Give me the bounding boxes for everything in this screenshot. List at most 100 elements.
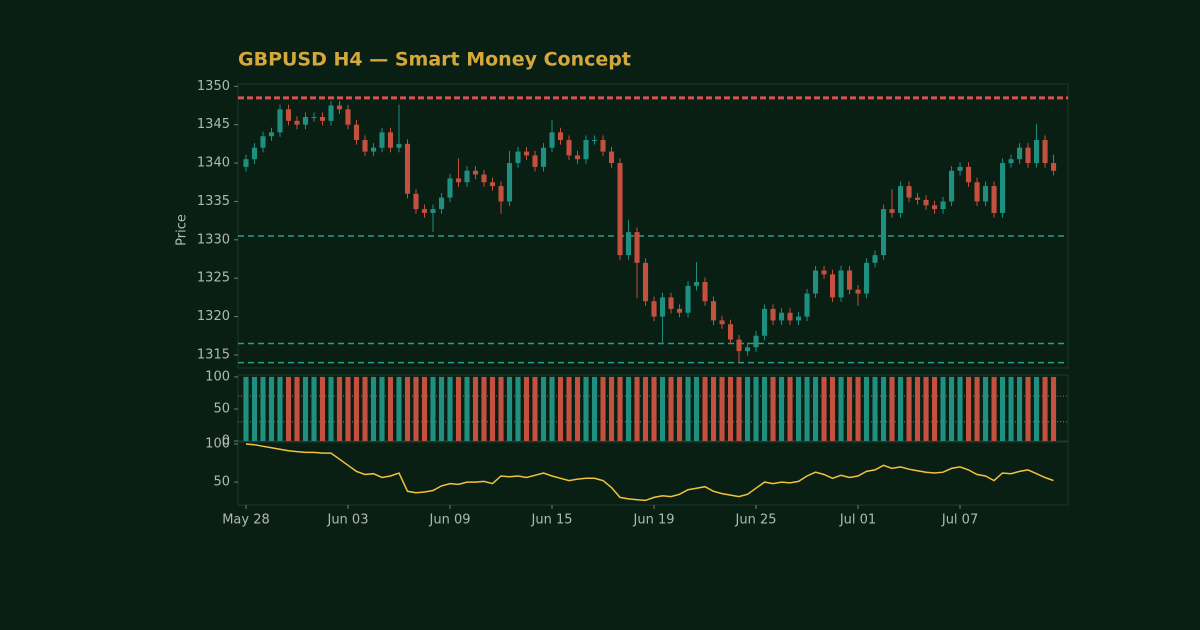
candle-body bbox=[897, 186, 904, 213]
y-tick-label: 1335 bbox=[197, 194, 230, 209]
bar bbox=[336, 376, 343, 441]
candle-body bbox=[965, 166, 972, 183]
bar bbox=[897, 376, 904, 441]
candle-body bbox=[396, 143, 402, 148]
candle-body bbox=[294, 120, 300, 125]
bar bbox=[736, 376, 742, 441]
candle-body bbox=[362, 140, 368, 152]
candle-body bbox=[268, 132, 275, 137]
bar bbox=[812, 376, 819, 441]
bar bbox=[940, 376, 946, 441]
bar bbox=[319, 376, 326, 441]
candle-body bbox=[872, 255, 878, 263]
bar bbox=[659, 376, 666, 441]
y-axis-label: Price bbox=[175, 214, 190, 246]
candle-body bbox=[319, 117, 326, 121]
candle-body bbox=[676, 308, 683, 313]
candle-body bbox=[863, 262, 870, 294]
bar bbox=[880, 376, 887, 441]
rsi-line bbox=[245, 443, 1054, 502]
bar bbox=[829, 376, 836, 441]
candle-body bbox=[583, 140, 589, 160]
candle-body bbox=[889, 209, 895, 213]
bar bbox=[404, 376, 411, 441]
bar bbox=[795, 376, 802, 441]
bar bbox=[345, 376, 351, 441]
candle-body bbox=[515, 151, 521, 164]
candle-body bbox=[710, 301, 717, 321]
candle-body bbox=[625, 232, 632, 256]
candle-body bbox=[328, 105, 334, 121]
bar bbox=[974, 376, 980, 441]
candle-body bbox=[1025, 147, 1031, 164]
candle-body bbox=[744, 347, 751, 352]
bar bbox=[251, 376, 258, 441]
candle-body bbox=[1042, 140, 1048, 164]
bar bbox=[515, 376, 521, 441]
bar bbox=[719, 376, 725, 441]
bar bbox=[931, 376, 938, 441]
bar bbox=[999, 376, 1006, 441]
bar bbox=[379, 376, 385, 441]
candle-body bbox=[574, 155, 581, 160]
candle-body bbox=[243, 159, 249, 167]
bar bbox=[557, 376, 564, 441]
bar bbox=[481, 376, 487, 441]
candle-body bbox=[829, 274, 836, 298]
candle-body bbox=[302, 117, 309, 125]
candle-body bbox=[761, 308, 768, 336]
candle-body bbox=[421, 209, 428, 213]
y-tick-label: 100 bbox=[205, 369, 230, 384]
y-tick-label: 1345 bbox=[197, 117, 230, 132]
y-tick-label: 0 bbox=[222, 434, 230, 449]
candle-body bbox=[634, 232, 640, 263]
candle-body bbox=[957, 166, 963, 171]
candle-body bbox=[336, 105, 343, 110]
bar bbox=[387, 376, 394, 441]
bar bbox=[727, 376, 734, 441]
bar bbox=[889, 376, 895, 441]
bar bbox=[438, 376, 445, 441]
candle-body bbox=[727, 324, 734, 340]
bar bbox=[957, 376, 963, 441]
bar bbox=[464, 376, 470, 441]
bar bbox=[1050, 376, 1057, 441]
bar bbox=[549, 376, 555, 441]
candle-body bbox=[464, 170, 470, 183]
candle-body bbox=[532, 155, 538, 167]
bar bbox=[744, 376, 751, 441]
candle-body bbox=[413, 193, 419, 210]
candle-body bbox=[277, 109, 283, 133]
candle-body bbox=[379, 132, 385, 148]
candle-body bbox=[549, 132, 555, 148]
x-tick-label: Jun 15 bbox=[531, 513, 573, 528]
bar bbox=[872, 376, 878, 441]
candle-body bbox=[812, 270, 819, 294]
bar bbox=[421, 376, 428, 441]
candle-body bbox=[506, 163, 513, 202]
bar bbox=[965, 376, 972, 441]
candle-body bbox=[353, 124, 360, 141]
y-tick-label: 1315 bbox=[197, 347, 230, 362]
y-tick-label: 1350 bbox=[197, 79, 230, 94]
bar bbox=[702, 376, 708, 441]
bar bbox=[1016, 376, 1023, 441]
bar bbox=[1025, 376, 1031, 441]
candle-body bbox=[617, 163, 623, 256]
y-tick-label: 100 bbox=[205, 436, 230, 451]
candle-body bbox=[481, 174, 487, 183]
bar bbox=[489, 376, 496, 441]
candle-body bbox=[1008, 159, 1014, 164]
panel-frame bbox=[237, 83, 1069, 369]
panel-frame bbox=[237, 441, 1069, 506]
candle-body bbox=[311, 117, 317, 119]
candle-body bbox=[982, 186, 989, 202]
candle-body bbox=[387, 132, 394, 148]
candle-body bbox=[787, 312, 793, 321]
bar bbox=[685, 376, 691, 441]
candle-body bbox=[251, 147, 258, 160]
candle-body bbox=[668, 297, 674, 309]
bar bbox=[608, 376, 615, 441]
bar bbox=[268, 376, 275, 441]
